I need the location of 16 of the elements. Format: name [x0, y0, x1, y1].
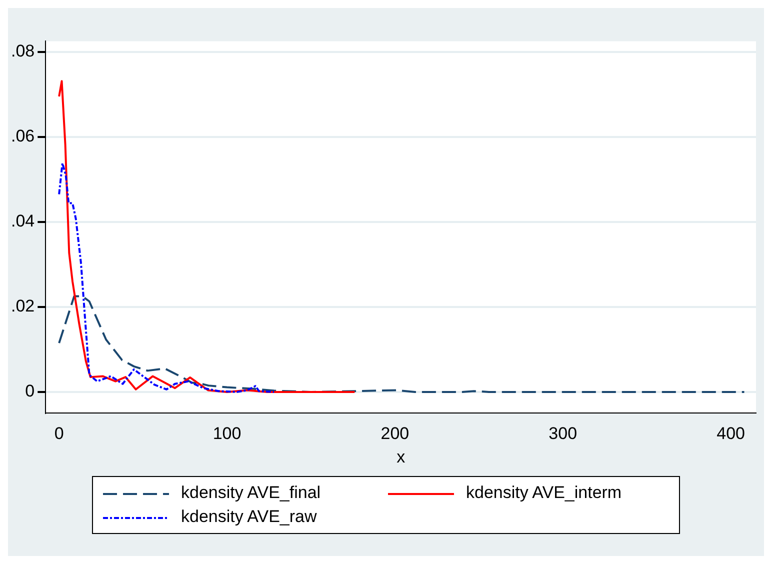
legend-label: kdensity AVE_interm [466, 483, 622, 502]
legend-label: kdensity AVE_raw [181, 507, 317, 526]
x-tick-label: 200 [380, 424, 410, 444]
x-tick-label: 0 [54, 424, 64, 444]
x-tick-label: 300 [548, 424, 578, 444]
y-tick-label: .08 [10, 42, 35, 61]
line-series [58, 162, 276, 393]
y-tick-label: .02 [10, 296, 35, 316]
y-tick-label: .04 [10, 212, 35, 231]
line-series [58, 295, 746, 393]
x-axis-title: x [396, 447, 406, 466]
y-tick-label: 0 [25, 382, 35, 401]
x-tick-label: 100 [212, 424, 242, 444]
x-tick-label: 400 [716, 424, 745, 444]
legend-label: kdensity AVE_final [181, 483, 321, 502]
y-tick-label: .06 [10, 126, 35, 146]
